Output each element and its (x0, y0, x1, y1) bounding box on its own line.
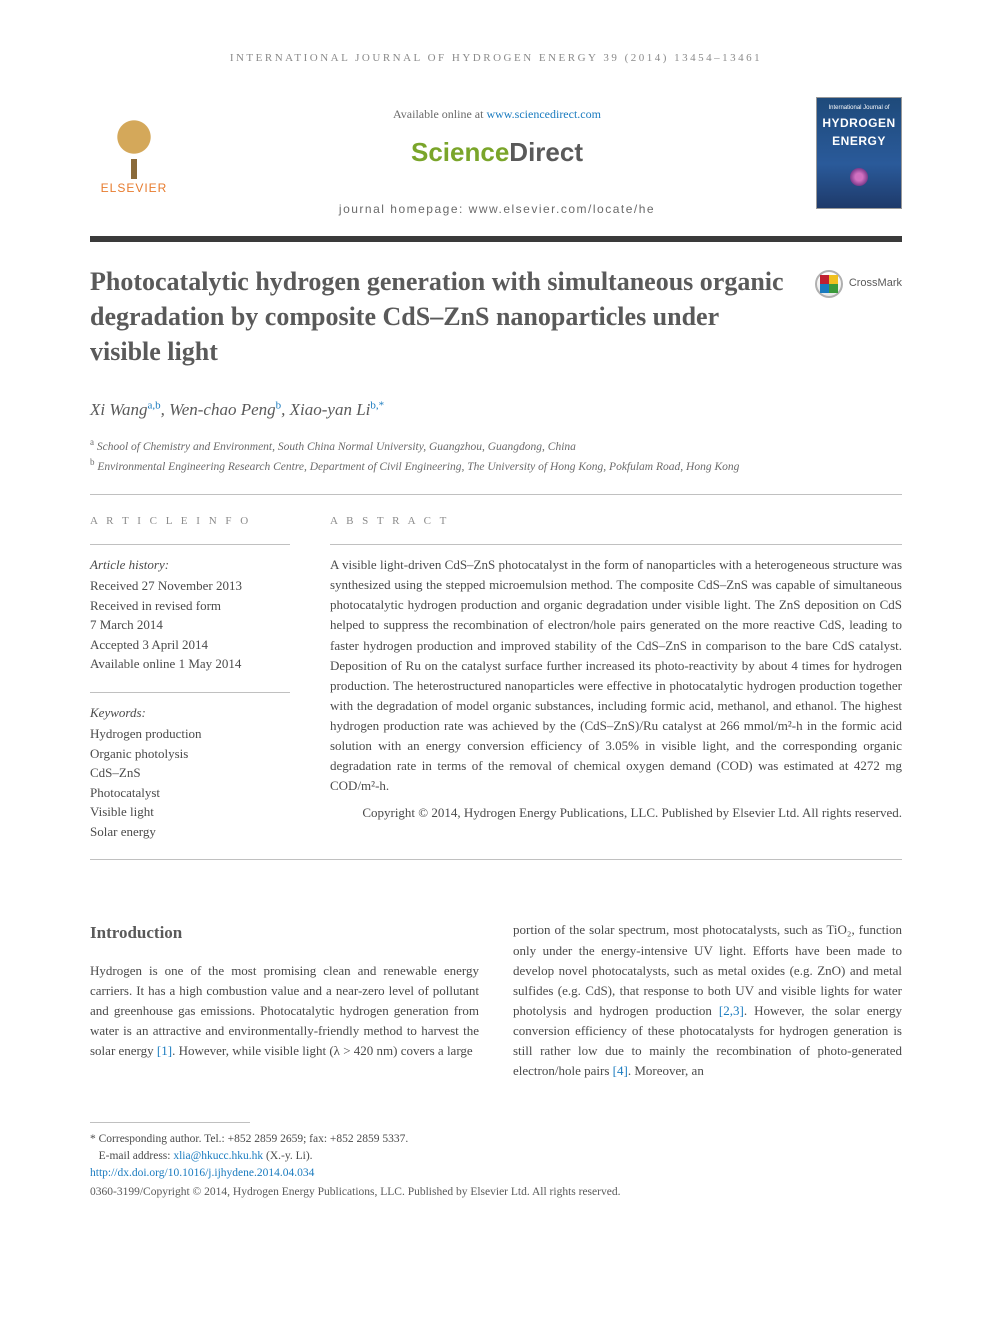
email-link[interactable]: xlia@hkucc.hku.hk (173, 1150, 263, 1162)
thick-rule (90, 236, 902, 242)
abstract-text: A visible light-driven CdS–ZnS photocata… (330, 555, 902, 797)
ref-link-1[interactable]: [1] (157, 1043, 172, 1058)
crossmark-badge[interactable]: CrossMark (815, 270, 902, 298)
rule (90, 494, 902, 495)
abstract-label: A B S T R A C T (330, 513, 902, 530)
sciencedirect-logo: ScienceDirect (198, 133, 796, 172)
article-info-column: A R T I C L E I N F O Article history: R… (90, 513, 290, 841)
elsevier-logo: ELSEVIER (90, 97, 178, 197)
author-3-aff: b,* (370, 399, 384, 411)
cover-graphic-icon (850, 168, 868, 186)
history-line: Received in revised form (90, 596, 290, 616)
header-center: Available online at www.sciencedirect.co… (198, 97, 796, 218)
authors-line: Xi Wanga,b, Wen-chao Pengb, Xiao-yan Lib… (90, 397, 902, 423)
affiliation-a: School of Chemistry and Environment, Sou… (97, 441, 576, 453)
crossmark-label: CrossMark (849, 275, 902, 292)
keyword: Hydrogen production (90, 724, 290, 744)
crossmark-icon (815, 270, 843, 298)
history-line: Received 27 November 2013 (90, 576, 290, 596)
article-info-label: A R T I C L E I N F O (90, 513, 290, 530)
history-line: Accepted 3 April 2014 (90, 635, 290, 655)
running-head: INTERNATIONAL JOURNAL OF HYDROGEN ENERGY… (90, 50, 902, 67)
keyword: Visible light (90, 802, 290, 822)
header-block: ELSEVIER Available online at www.science… (90, 97, 902, 218)
body-column-right: portion of the solar spectrum, most phot… (513, 920, 902, 1081)
author-2-aff: b (276, 399, 282, 411)
journal-cover-thumbnail: International Journal of HYDROGENENERGY (816, 97, 902, 209)
keyword: CdS–ZnS (90, 763, 290, 783)
author-1-aff: a,b (147, 399, 160, 411)
article-title: Photocatalytic hydrogen generation with … (90, 264, 795, 369)
author-2: Wen-chao Peng (169, 400, 276, 419)
sd-direct: Direct (509, 137, 583, 167)
corresponding-author-note: * Corresponding author. Tel.: +852 2859 … (90, 1131, 902, 1148)
history-head: Article history: (90, 555, 290, 575)
elsevier-tree-icon (99, 109, 169, 179)
abstract-copyright: Copyright © 2014, Hydrogen Energy Public… (330, 803, 902, 823)
author-1: Xi Wang (90, 400, 147, 419)
cover-line1: International Journal of (821, 104, 897, 113)
affiliation-b: Environmental Engineering Research Centr… (97, 461, 739, 473)
abstract-column: A B S T R A C T A visible light-driven C… (330, 513, 902, 841)
doi-link[interactable]: http://dx.doi.org/10.1016/j.ijhydene.201… (90, 1165, 902, 1182)
sd-science: Science (411, 137, 509, 167)
intro-paragraph: Hydrogen is one of the most promising cl… (90, 961, 479, 1062)
available-prefix: Available online at (393, 107, 486, 121)
cover-line2: HYDROGENENERGY (821, 114, 897, 150)
footnote-rule (90, 1122, 250, 1123)
keyword: Solar energy (90, 822, 290, 842)
keywords-head: Keywords: (90, 703, 290, 723)
rule (90, 859, 902, 860)
elsevier-wordmark: ELSEVIER (101, 179, 168, 197)
author-3: Xiao-yan Li (290, 400, 371, 419)
journal-homepage[interactable]: journal homepage: www.elsevier.com/locat… (198, 200, 796, 218)
keyword: Organic photolysis (90, 744, 290, 764)
introduction-heading: Introduction (90, 920, 479, 946)
email-line: E-mail address: xlia@hkucc.hku.hk (X.-y.… (90, 1148, 902, 1165)
ref-link-23[interactable]: [2,3] (719, 1003, 744, 1018)
history-line: 7 March 2014 (90, 615, 290, 635)
sciencedirect-link[interactable]: www.sciencedirect.com (486, 107, 601, 121)
intro-paragraph: portion of the solar spectrum, most phot… (513, 920, 902, 1081)
available-online-line: Available online at www.sciencedirect.co… (198, 105, 796, 123)
affiliations: a School of Chemistry and Environment, S… (90, 436, 902, 476)
history-line: Available online 1 May 2014 (90, 654, 290, 674)
body-column-left: Introduction Hydrogen is one of the most… (90, 920, 479, 1081)
keyword: Photocatalyst (90, 783, 290, 803)
issn-copyright: 0360-3199/Copyright © 2014, Hydrogen Ene… (90, 1184, 902, 1201)
ref-link-4[interactable]: [4] (613, 1063, 628, 1078)
